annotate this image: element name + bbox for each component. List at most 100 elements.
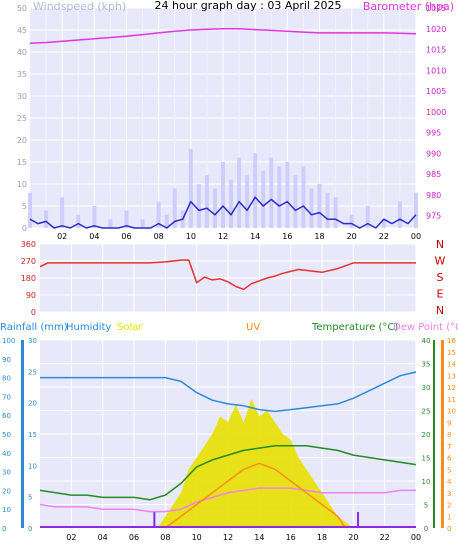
wind-gust-bar: [277, 166, 282, 228]
barometer-tick-label: 1005: [426, 87, 446, 96]
wind-gust-bar: [269, 157, 274, 228]
panel1-x-tick-label: 06: [121, 232, 131, 241]
humidity-tick-label: 30: [2, 469, 11, 477]
wind-gust-bar: [325, 192, 330, 228]
uv-tick-label: 14: [447, 361, 456, 369]
dew-point-line: [39, 487, 416, 513]
wind-dir-tick-label: 90: [26, 291, 36, 300]
barometer-tick-label: 990: [426, 149, 441, 158]
humidity-axis-bar: [21, 340, 24, 528]
legend-label: Solar: [117, 322, 143, 333]
wind-gust-bar: [349, 214, 354, 228]
panel3-x-tick-label: 14: [254, 533, 264, 542]
wind-gust-bar: [237, 157, 242, 228]
uv-axis-bar: [441, 340, 444, 528]
legend-label: UV: [246, 322, 260, 333]
barometer-tick-label: 1020: [426, 25, 446, 34]
panel3-x-tick-label: 08: [160, 533, 170, 542]
wind-gust-bar: [124, 210, 129, 228]
chart-title: 24 hour graph day : 03 April 2025: [155, 0, 342, 12]
legend-label: Dew Point (°C): [393, 322, 458, 333]
panel1-x-tick-label: 14: [250, 232, 260, 241]
panel3-x-tick-label: 00: [411, 533, 421, 542]
legend-label: Temperature (°C): [311, 322, 398, 333]
temp-axis-bar: [433, 340, 435, 528]
wind-gust-bar: [92, 206, 97, 228]
wind-gust-bar: [204, 175, 209, 228]
uv-tick-label: 16: [447, 337, 456, 345]
uv-tick-label: 8: [447, 431, 451, 439]
barometer-tick-label: 1025: [426, 4, 446, 13]
compass-label: N: [436, 304, 444, 317]
compass-label: S: [437, 271, 444, 284]
panel1-x-tick-label: 10: [186, 232, 196, 241]
rain-tick-label: 5: [28, 494, 32, 502]
humidity-tick-label: 90: [2, 356, 11, 364]
panel1-x-tick-label: 22: [379, 232, 389, 241]
uv-tick-label: 6: [447, 455, 452, 463]
wind-tick-label: 50: [17, 4, 27, 13]
humidity-tick-label: 100: [2, 337, 15, 345]
temp-tick-label: 5: [424, 502, 428, 510]
panel3-x-tick-label: 12: [223, 533, 233, 542]
panel3-x-tick-label: 02: [66, 533, 76, 542]
wind-gust-bar: [317, 184, 322, 228]
humidity-tick-label: 10: [2, 506, 11, 514]
barometer-tick-label: 980: [426, 191, 441, 200]
temp-tick-label: 30: [422, 384, 431, 392]
wind-tick-label: 5: [22, 202, 27, 211]
barometer-tick-label: 995: [426, 129, 441, 138]
uv-tick-label: 12: [447, 384, 456, 392]
wind-tick-label: 25: [17, 114, 27, 123]
barometer-tick-label: 1000: [426, 108, 446, 117]
wind-gust-bar: [245, 175, 250, 228]
wind-gust-bar: [164, 214, 169, 228]
wind-gust-bar: [44, 210, 49, 228]
barometer-axis-label: Barometer (hpa): [363, 0, 454, 13]
barometer-tick-label: 1015: [426, 46, 446, 55]
uv-tick-label: 4: [447, 478, 452, 486]
temp-tick-label: 35: [422, 361, 431, 369]
barometer-line: [29, 28, 417, 45]
panel1-x-tick-label: 02: [57, 232, 67, 241]
humidity-tick-label: 50: [2, 431, 11, 439]
humidity-tick-label: 80: [2, 375, 11, 383]
humidity-tick-label: 70: [2, 393, 11, 401]
wind-axis-label: Windspeed (kph): [33, 0, 126, 13]
wind-tick-label: 30: [17, 92, 27, 101]
temp-tick-label: 20: [422, 431, 431, 439]
barometer-tick-label: 1010: [426, 66, 446, 75]
uv-tick-label: 13: [447, 372, 456, 380]
uv-tick-label: 5: [447, 466, 451, 474]
uv-tick-label: 11: [447, 396, 456, 404]
rain-tick-label: 10: [28, 462, 37, 470]
panel3-x-tick-label: 06: [129, 533, 139, 542]
wind-speed-line: [29, 196, 417, 229]
wind-gust-bar: [285, 162, 290, 228]
uv-tick-label: 9: [447, 419, 451, 427]
temp-tick-label: 15: [422, 455, 431, 463]
panel1-x-tick-label: 20: [347, 232, 357, 241]
wind-gust-bar: [365, 206, 370, 228]
uv-tick-label: 10: [447, 408, 456, 416]
wind-gust-bar: [172, 188, 177, 228]
rain-tick-label: 20: [28, 400, 37, 408]
panel1-x-tick-label: 16: [282, 232, 292, 241]
wind-gust-bar: [76, 214, 81, 228]
compass-label: N: [436, 238, 444, 251]
panel1-x-tick-label: 04: [89, 232, 99, 241]
uv-tick-label: 1: [447, 513, 451, 521]
wind-gust-bar: [28, 192, 32, 228]
wind-gust-bar: [309, 188, 314, 228]
wind-tick-label: 15: [17, 158, 27, 167]
wind-gust-bar: [229, 179, 234, 228]
humidity-tick-label: 20: [2, 487, 11, 495]
uv-line: [164, 462, 347, 529]
rain-tick-label: 0: [28, 525, 32, 533]
uv-tick-label: 7: [447, 443, 451, 451]
panel1-x-tick-label: 18: [314, 232, 324, 241]
panel3-x-tick-label: 10: [192, 533, 202, 542]
wind-gust-bar: [253, 153, 258, 228]
